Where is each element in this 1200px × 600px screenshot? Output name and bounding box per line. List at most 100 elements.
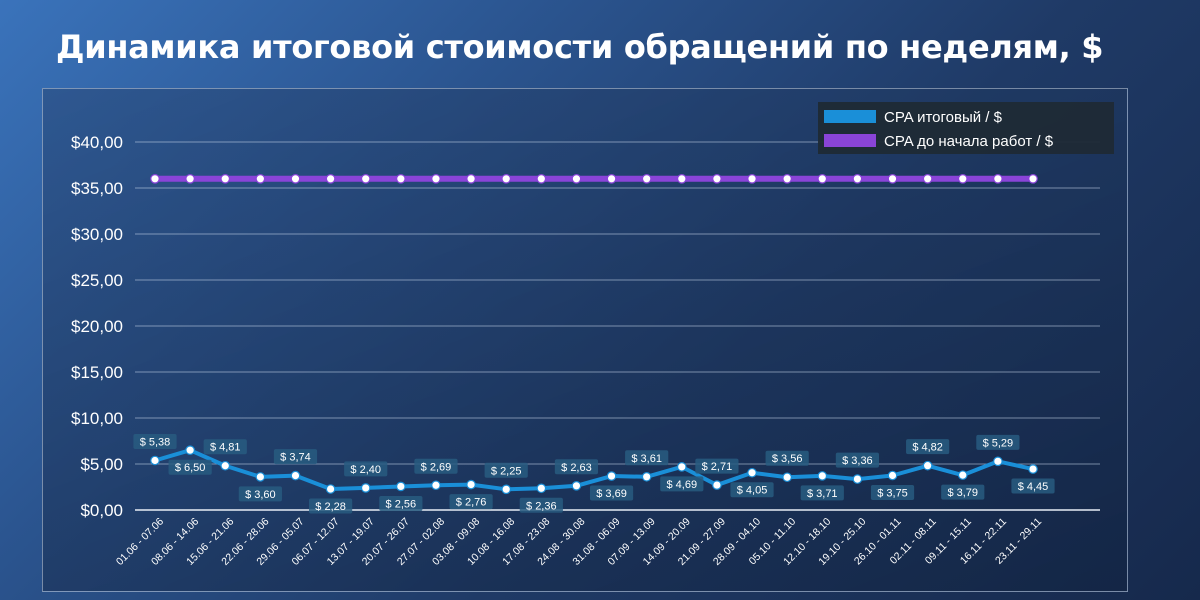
point-cpa-total bbox=[150, 455, 160, 466]
point-cpa-total bbox=[431, 480, 441, 491]
series-points bbox=[150, 174, 1038, 495]
point-cpa-total bbox=[571, 481, 582, 491]
data-label-box bbox=[309, 498, 353, 514]
data-label: $ 4,45 bbox=[1011, 478, 1055, 494]
point-cpa-before bbox=[747, 174, 757, 184]
data-label-text: $ 2,63 bbox=[561, 462, 592, 474]
data-label: $ 2,28 bbox=[309, 498, 353, 514]
point-cpa-total bbox=[360, 483, 371, 493]
data-label: $ 3,36 bbox=[835, 452, 879, 468]
point-cpa-total bbox=[852, 474, 863, 484]
data-label-box bbox=[1011, 478, 1055, 494]
data-label-box bbox=[414, 458, 458, 474]
data-label: $ 2,76 bbox=[449, 494, 493, 510]
y-tick-label: $5,00 bbox=[80, 455, 123, 474]
data-label: $ 3,56 bbox=[765, 450, 809, 466]
legend-swatch bbox=[824, 134, 876, 147]
data-label-text: $ 2,40 bbox=[350, 464, 381, 476]
data-label-box bbox=[941, 484, 985, 500]
data-label-box bbox=[203, 439, 247, 455]
data-label: $ 2,69 bbox=[414, 458, 458, 474]
data-label-box bbox=[589, 485, 634, 501]
chart-title: Динамика итоговой стоимости обращений по… bbox=[56, 28, 1104, 66]
point-cpa-before bbox=[993, 174, 1003, 184]
data-label: $ 2,63 bbox=[554, 459, 599, 475]
data-label-text: $ 3,74 bbox=[280, 452, 311, 464]
data-label: $ 5,29 bbox=[976, 434, 1020, 450]
point-cpa-before bbox=[852, 174, 863, 184]
data-label-box bbox=[133, 434, 177, 450]
point-cpa-before bbox=[150, 174, 160, 184]
y-tick-label: $35,00 bbox=[71, 179, 123, 198]
point-cpa-before bbox=[1028, 174, 1038, 184]
data-label-text: $ 3,69 bbox=[596, 488, 627, 500]
data-label-text: $ 2,71 bbox=[702, 461, 733, 473]
point-cpa-before bbox=[466, 174, 476, 184]
point-cpa-before bbox=[255, 174, 266, 184]
point-cpa-total bbox=[290, 470, 301, 481]
data-label: $ 4,82 bbox=[906, 439, 950, 455]
point-cpa-total bbox=[641, 471, 652, 482]
data-label-text: $ 2,76 bbox=[456, 497, 487, 509]
point-cpa-total bbox=[817, 471, 828, 481]
data-label-text: $ 4,45 bbox=[1018, 481, 1049, 493]
point-cpa-before bbox=[957, 174, 968, 184]
point-cpa-before bbox=[641, 174, 652, 184]
data-label-text: $ 3,60 bbox=[245, 489, 276, 501]
series-lines bbox=[152, 175, 1036, 492]
y-tick-label: $30,00 bbox=[71, 225, 123, 244]
point-cpa-before bbox=[396, 174, 406, 184]
data-label-text: $ 2,56 bbox=[386, 498, 417, 510]
point-cpa-before bbox=[571, 174, 582, 184]
legend-label: CPA до начала работ / $ bbox=[884, 133, 1054, 150]
point-cpa-total bbox=[325, 484, 336, 494]
point-cpa-before bbox=[220, 174, 231, 184]
point-cpa-total bbox=[747, 467, 757, 478]
data-label: $ 3,75 bbox=[870, 485, 915, 500]
data-label-box bbox=[765, 450, 809, 466]
point-cpa-before bbox=[536, 174, 547, 184]
data-label-text: $ 3,75 bbox=[877, 488, 908, 500]
data-label-box bbox=[835, 452, 879, 468]
data-label: $ 3,69 bbox=[589, 485, 634, 501]
data-label-box bbox=[519, 497, 563, 513]
point-cpa-before bbox=[290, 174, 301, 184]
point-cpa-total bbox=[396, 481, 406, 492]
point-cpa-before bbox=[606, 174, 617, 184]
data-label: $ 2,36 bbox=[519, 497, 563, 513]
data-label-text: $ 4,81 bbox=[210, 442, 241, 454]
data-label-box bbox=[449, 494, 493, 510]
point-cpa-total bbox=[676, 462, 687, 472]
data-label: $ 3,79 bbox=[941, 484, 985, 500]
data-label-box bbox=[168, 459, 212, 475]
data-label: $ 2,25 bbox=[484, 462, 528, 478]
data-label-text: $ 2,36 bbox=[526, 500, 557, 512]
point-cpa-before bbox=[887, 174, 898, 184]
data-label-box bbox=[344, 461, 388, 477]
data-label-box bbox=[976, 434, 1020, 450]
data-label-text: $ 3,71 bbox=[807, 488, 838, 500]
y-tick-label: $10,00 bbox=[71, 409, 123, 428]
y-tick-label: $25,00 bbox=[71, 271, 123, 290]
point-cpa-before bbox=[431, 174, 441, 184]
data-label-box bbox=[870, 485, 915, 500]
point-cpa-before bbox=[817, 174, 828, 184]
point-cpa-total bbox=[1028, 464, 1038, 474]
data-label-text: $ 3,56 bbox=[772, 453, 803, 465]
data-label-box bbox=[695, 458, 739, 474]
data-label: $ 2,40 bbox=[344, 461, 388, 477]
data-label: $ 3,61 bbox=[625, 450, 669, 466]
point-cpa-total bbox=[185, 445, 195, 455]
legend: CPA итоговый / $ CPA до начала работ / $ bbox=[818, 102, 1114, 154]
data-label-text: $ 5,38 bbox=[140, 437, 171, 449]
data-label-box bbox=[730, 482, 774, 498]
data-label-box bbox=[554, 459, 599, 475]
data-label-text: $ 2,69 bbox=[421, 461, 452, 473]
data-label: $ 4,69 bbox=[660, 476, 704, 492]
y-tick-label: $0,00 bbox=[80, 501, 123, 520]
y-axis: $0,00 $5,00 $10,00 $15,00 $20,00 $25,00 $30,00… bbox=[71, 133, 123, 520]
point-cpa-total bbox=[255, 472, 266, 482]
data-label: $ 3,74 bbox=[273, 449, 318, 465]
data-label-text: $ 3,61 bbox=[631, 453, 662, 465]
